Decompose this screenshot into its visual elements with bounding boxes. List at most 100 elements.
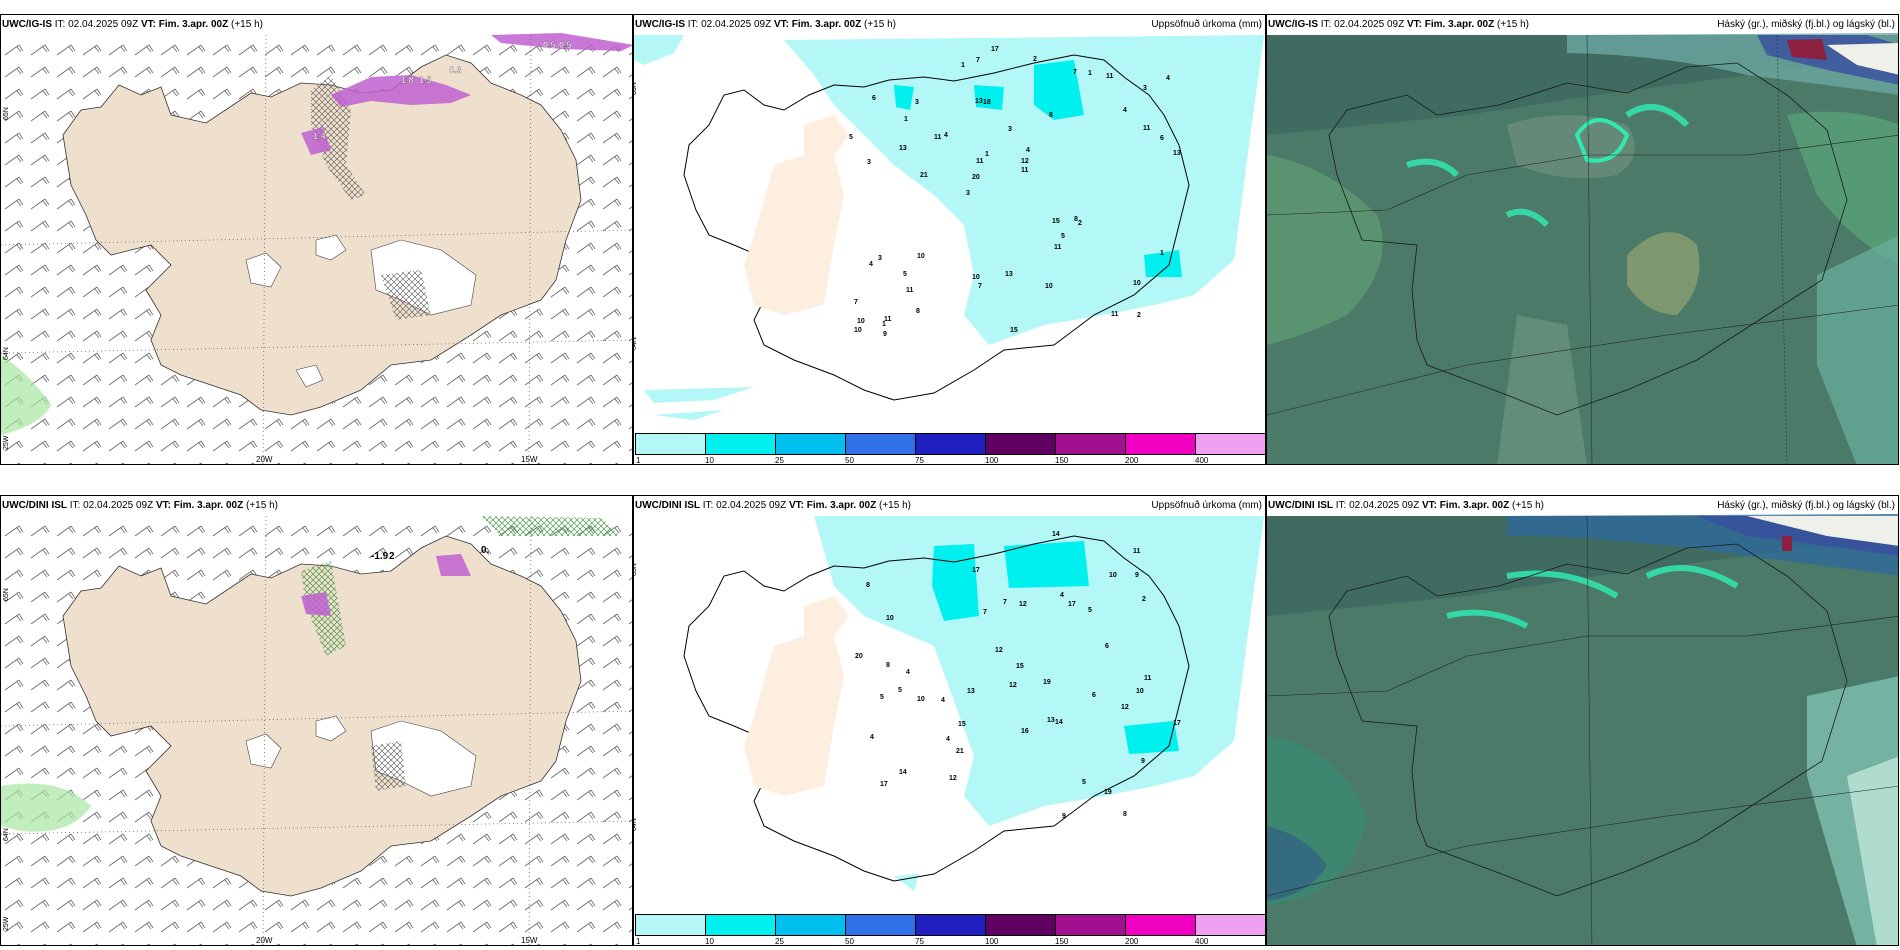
precip-value: 5 — [1082, 779, 1086, 786]
precip-value: 11 — [1143, 125, 1151, 132]
colorbar-label: 200 — [1125, 456, 1139, 465]
precip-value: 9 — [1141, 758, 1145, 765]
precip-value: 13 — [1005, 271, 1013, 278]
precip-value: 4 — [946, 736, 950, 743]
lat-label: 65N — [3, 107, 10, 120]
colorbar — [635, 433, 1265, 455]
precip-value: 1 — [882, 321, 886, 328]
precip-value: 3 — [966, 190, 970, 197]
precip-value: 15 — [1052, 218, 1060, 225]
precip-value: 6 — [1160, 135, 1164, 142]
precip-value: 3 — [1143, 85, 1147, 92]
precip-value: 3 — [915, 99, 919, 106]
panel-header: UWC/IG-IS IT: 02.04.2025 09Z VT: Fim. 3.… — [2, 19, 263, 30]
panel-precip-dini: UWC/DINI ISL IT: 02.04.2025 09Z VT: Fim.… — [633, 495, 1266, 946]
precip-value: 4 — [941, 697, 945, 704]
lat-label: 64N — [633, 818, 638, 831]
colorbar-label: 150 — [1055, 456, 1069, 465]
precip-value: 2 — [1142, 596, 1146, 603]
wind-label: 1.4 — [313, 131, 326, 141]
precip-value: 13 — [1173, 150, 1181, 157]
panel-header: UWC/DINI ISL IT: 02.04.2025 09Z VT: Fim.… — [1268, 500, 1544, 511]
precip-values: 8 5 13 8 9 10 14 4 5 7 17 19 21 17 19 4 6 15 20 17 11 12 6 17 11… — [855, 531, 1181, 820]
precip-value: 15 — [958, 721, 966, 728]
precip-value: 19 — [1104, 789, 1112, 796]
precip-value: 5 — [880, 694, 884, 701]
precip-value: 1 — [904, 116, 908, 123]
precip-value: 17 — [1173, 720, 1181, 727]
precip-value: 12 — [1009, 682, 1017, 689]
precip-value: 5 — [1088, 607, 1092, 614]
panel-wind-dini: UWC/DINI ISL IT: 02.04.2025 09Z VT: Fim.… — [0, 495, 633, 946]
precip-value: 5 — [1061, 233, 1065, 240]
precip-value: 12 — [1019, 601, 1027, 608]
wind-label: -1.9 — [371, 551, 389, 562]
precip-value: 11 — [906, 287, 914, 294]
precip-value: 6 — [872, 95, 876, 102]
precip-value: 11 — [1133, 548, 1141, 555]
precip-value: 8 — [1049, 112, 1053, 119]
precip-value: 9 — [1062, 813, 1066, 820]
precip-value: 13 — [967, 688, 975, 695]
precip-value: 14 — [1052, 531, 1060, 538]
colorbar-label: 25 — [775, 937, 784, 946]
precip-value: 21 — [920, 172, 928, 179]
precip-value: 8 — [1123, 811, 1127, 818]
precip-value: 14 — [1055, 719, 1063, 726]
precip-value: 11 — [1054, 244, 1062, 251]
precip-value: 8 — [886, 662, 890, 669]
precip-value: 4 — [1060, 592, 1064, 599]
precip-value: 11 — [884, 316, 892, 323]
wind-label: 0.3 — [449, 65, 462, 75]
precip-value: 2 — [1137, 312, 1141, 319]
precip-value: 4 — [906, 669, 910, 676]
precip-value: 7 — [976, 57, 980, 64]
precip-value: 10 — [1109, 572, 1117, 579]
precip-value: 7 — [983, 609, 987, 616]
precip-value: 9 — [883, 331, 887, 338]
panel-header: UWC/DINI ISL IT: 02.04.2025 09Z VT: Fim.… — [635, 500, 911, 511]
lat-label: 64N — [633, 337, 638, 350]
precip-value: 4 — [870, 734, 874, 741]
precip-value: 20 — [972, 174, 980, 181]
panel-precip-ig: UWC/IG-IS IT: 02.04.2025 09Z VT: Fim. 3.… — [633, 14, 1266, 465]
panel-header: UWC/IG-IS IT: 02.04.2025 09Z VT: Fim. 3.… — [1268, 19, 1529, 30]
precip-value: 9 — [1135, 572, 1139, 579]
wind-map: -1.9 2 0. — [1, 515, 632, 945]
precip-value: 6 — [1092, 692, 1096, 699]
wind-label: 2 — [389, 551, 395, 562]
precip-value: 5 — [849, 134, 853, 141]
colorbar-label: 75 — [915, 456, 924, 465]
colorbar-label: 75 — [915, 937, 924, 946]
precip-value: 11 — [1106, 73, 1114, 80]
precip-value: 8 — [916, 308, 920, 315]
precip-value: 2 — [1033, 56, 1037, 63]
wind-label: 0.5 — [543, 40, 556, 50]
wind-label: 1.8 — [401, 75, 414, 85]
iceland-land — [62, 54, 582, 416]
panel-cloud-dini: UWC/DINI ISL IT: 02.04.2025 09Z VT: Fim.… — [1266, 495, 1899, 946]
panel-title-right: Uppsöfnuð úrkoma (mm) — [1151, 500, 1262, 511]
precip-value: 10 — [1136, 688, 1144, 695]
colorbar-label: 100 — [985, 456, 999, 465]
colorbar — [635, 914, 1265, 936]
precip-value: 4 — [1166, 75, 1170, 82]
wind-map: 0.5 0.5 1.8 1.5 0.3 1.4 — [1, 33, 632, 464]
precip-value: 7 — [978, 283, 982, 290]
precip-value: 17 — [972, 567, 980, 574]
precip-value: 10 — [857, 318, 865, 325]
precip-value: 10 — [917, 696, 925, 703]
lon-label: 20W — [256, 936, 273, 945]
precip-value: 4 — [869, 261, 873, 268]
colorbar-label: 25 — [775, 456, 784, 465]
precip-value: 5 — [903, 271, 907, 278]
lat-label: 65N — [633, 563, 638, 576]
precip-value: 6 — [1105, 643, 1109, 650]
precip-value: 17 — [1068, 601, 1076, 608]
precip-value: 10 — [886, 615, 894, 622]
precip-value: 1 — [961, 62, 965, 69]
precip-value: 17 — [991, 46, 999, 53]
colorbar-label: 150 — [1055, 937, 1069, 946]
precip-value: 15 — [1016, 663, 1024, 670]
panel-cloud-ig: UWC/IG-IS IT: 02.04.2025 09Z VT: Fim. 3.… — [1266, 14, 1899, 465]
